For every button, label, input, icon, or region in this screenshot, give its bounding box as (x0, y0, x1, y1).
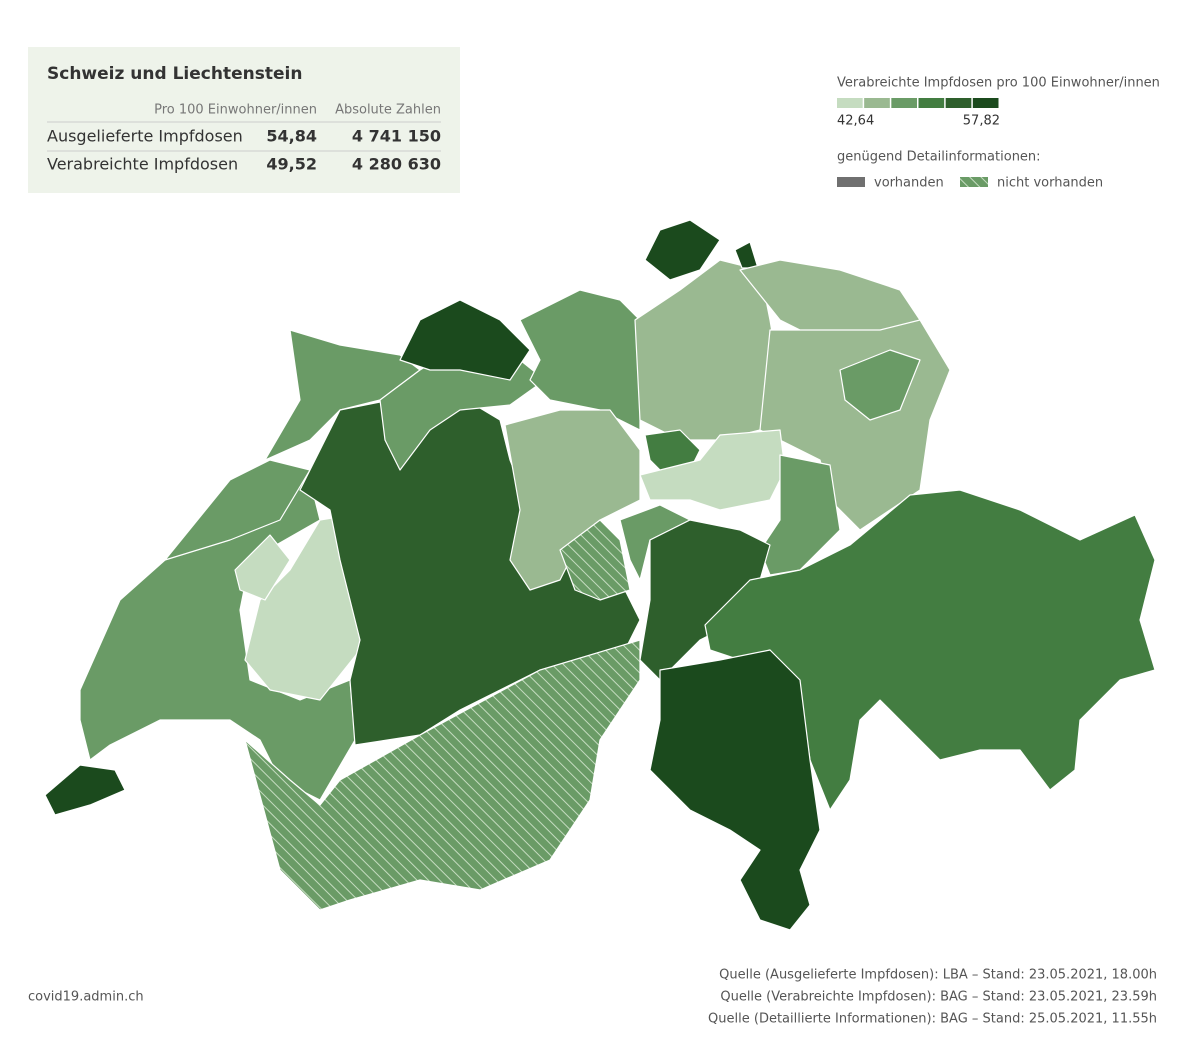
row-value: 4 280 630 (352, 155, 441, 174)
legend-max: 57,82 (963, 114, 1000, 129)
legend-detail-title: genügend Detailinformationen: (837, 150, 1041, 165)
canton (639, 429, 786, 511)
legend-swatch (945, 98, 972, 108)
canton-map (44, 219, 1156, 931)
row-label: Ausgelieferte Impfdosen (47, 127, 243, 146)
legend-swatch (891, 98, 917, 108)
row-value: 4 741 150 (352, 127, 441, 146)
legend-swatch (864, 98, 890, 108)
legend-swatch-available (837, 177, 865, 187)
legend-title: Verabreichte Impfdosen pro 100 Einwohner… (837, 76, 1160, 91)
canton (649, 649, 821, 931)
legend-swatch (837, 98, 863, 108)
canton (559, 519, 631, 601)
canton (839, 349, 921, 421)
canton (244, 639, 641, 911)
legend-available: vorhanden (874, 176, 944, 191)
sources: Quelle (Ausgelieferte Impfdosen): LBA – … (708, 968, 1157, 1027)
legend-min: 42,64 (837, 114, 874, 129)
row-value: 54,84 (266, 127, 317, 146)
canton (644, 219, 721, 281)
source-note: Quelle (Ausgelieferte Impfdosen): LBA – … (719, 968, 1157, 983)
legend-scale (837, 98, 999, 108)
source-note: Quelle (Verabreichte Impfdosen): BAG – S… (720, 990, 1157, 1005)
source-note: Quelle (Detaillierte Informationen): BAG… (708, 1012, 1157, 1027)
legend-not-available: nicht vorhanden (997, 176, 1103, 191)
column-header: Pro 100 Einwohner/innen (154, 103, 317, 118)
summary-box (28, 47, 460, 193)
site-label: covid19.admin.ch (28, 990, 144, 1005)
legend-swatch-not-available (960, 177, 988, 187)
summary-title: Schweiz und Liechtenstein (47, 64, 302, 84)
canton (399, 299, 531, 381)
canton (519, 289, 641, 431)
canton (44, 764, 126, 816)
row-value: 49,52 (266, 155, 317, 174)
row-label: Verabreichte Impfdosen (47, 155, 238, 174)
column-header: Absolute Zahlen (335, 103, 441, 118)
canton (234, 534, 291, 601)
legend-swatch (972, 98, 999, 108)
legend-swatch (918, 98, 945, 108)
